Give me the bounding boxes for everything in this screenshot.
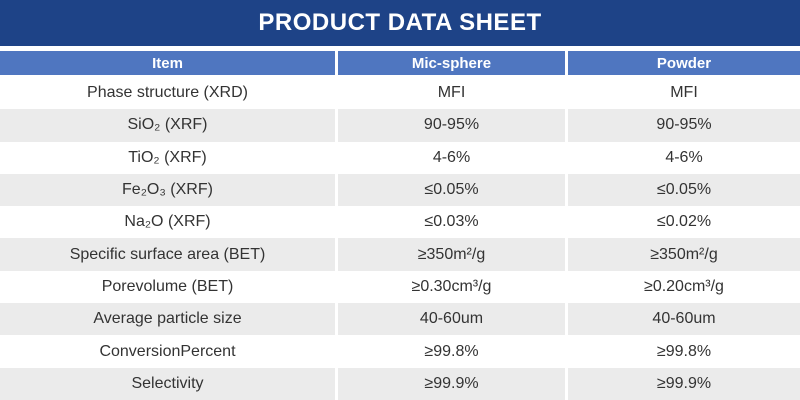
powder-cell: 4-6%: [568, 141, 800, 174]
item-cell: Average particle size: [0, 303, 338, 336]
powder-cell: ≥0.20cm³/g: [568, 270, 800, 304]
table-row-na2o: Na₂O (XRF) ≤0.03% ≤0.02%: [0, 206, 800, 239]
powder-cell: ≤0.05%: [568, 173, 800, 207]
table-row-fe2o3: Fe₂O₃ (XRF) ≤0.05% ≤0.05%: [0, 173, 800, 207]
item-cell: Phase structure (XRD): [0, 77, 338, 110]
mic-cell: 4-6%: [338, 141, 568, 174]
mic-cell: MFI: [338, 77, 568, 110]
title-divider: [0, 46, 800, 49]
powder-cell: 90-95%: [568, 109, 800, 142]
mic-cell: 40-60um: [338, 303, 568, 336]
column-header-item: Item: [0, 51, 338, 75]
mic-cell: ≤0.03%: [338, 206, 568, 239]
table-row-selectivity: Selectivity ≥99.9% ≥99.9%: [0, 367, 800, 400]
powder-cell: ≥99.8%: [568, 335, 800, 368]
mic-cell: 90-95%: [338, 109, 568, 142]
powder-cell: ≥99.9%: [568, 367, 800, 400]
item-cell: Specific surface area (BET): [0, 238, 338, 271]
item-cell: Fe₂O₃ (XRF): [0, 173, 338, 207]
item-cell: ConversionPercent: [0, 335, 338, 368]
item-cell: SiO₂ (XRF): [0, 109, 338, 142]
table-row-specific-surface-area: Specific surface area (BET) ≥350m²/g ≥35…: [0, 238, 800, 271]
table-row-average-particle-size: Average particle size 40-60um 40-60um: [0, 303, 800, 336]
powder-cell: ≤0.02%: [568, 206, 800, 239]
table-row-tio2: TiO₂ (XRF) 4-6% 4-6%: [0, 141, 800, 174]
table-body: Phase structure (XRD) MFI MFI SiO₂ (XRF)…: [0, 77, 800, 400]
item-cell: Selectivity: [0, 367, 338, 400]
mic-cell: ≥99.9%: [338, 367, 568, 400]
powder-cell: MFI: [568, 77, 800, 110]
mic-cell: ≤0.05%: [338, 173, 568, 207]
column-header-mic-sphere: Mic-sphere: [338, 51, 568, 75]
item-cell: Porevolume (BET): [0, 270, 338, 304]
powder-cell: 40-60um: [568, 303, 800, 336]
item-cell: TiO₂ (XRF): [0, 141, 338, 174]
column-header-powder: Powder: [568, 51, 800, 75]
table-row-conversion-percent: ConversionPercent ≥99.8% ≥99.8%: [0, 335, 800, 368]
powder-cell: ≥350m²/g: [568, 238, 800, 271]
mic-cell: ≥0.30cm³/g: [338, 270, 568, 304]
item-cell: Na₂O (XRF): [0, 206, 338, 239]
table-row-porevolume: Porevolume (BET) ≥0.30cm³/g ≥0.20cm³/g: [0, 270, 800, 304]
table-row-sio2: SiO₂ (XRF) 90-95% 90-95%: [0, 109, 800, 142]
mic-cell: ≥99.8%: [338, 335, 568, 368]
page-title: PRODUCT DATA SHEET: [258, 9, 542, 36]
table-row-phase-structure: Phase structure (XRD) MFI MFI: [0, 77, 800, 110]
mic-cell: ≥350m²/g: [338, 238, 568, 271]
table-header-row: Item Mic-sphere Powder: [0, 49, 800, 77]
title-bar: PRODUCT DATA SHEET: [0, 0, 800, 46]
